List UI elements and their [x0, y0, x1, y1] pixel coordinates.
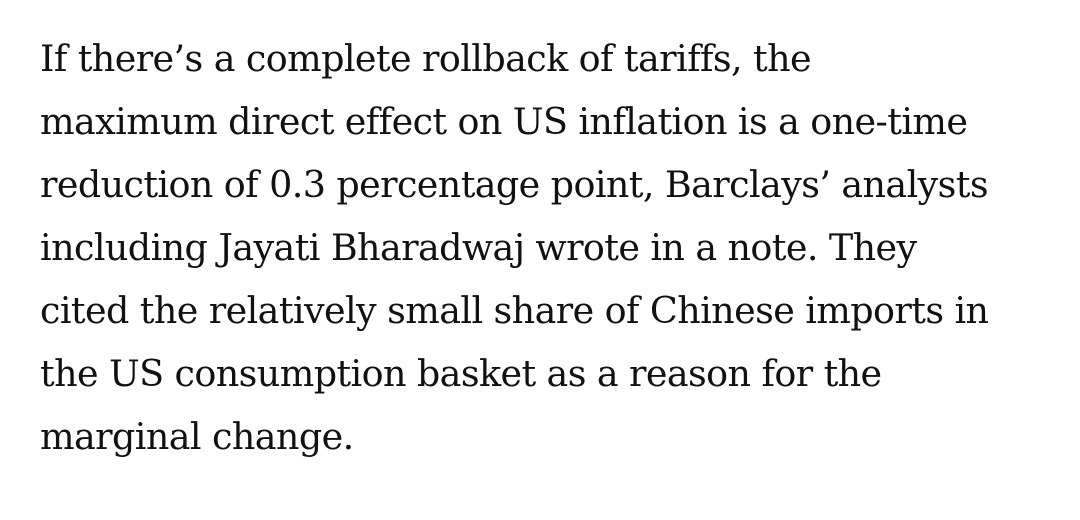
paragraph-line: cited the relatively small share of Chin…: [40, 289, 989, 332]
paragraph-line: maximum direct effect on US inflation is…: [40, 100, 968, 143]
paragraph-line: If there’s a complete rollback of tariff…: [40, 37, 812, 80]
article-paragraph: If there’s a complete rollback of tariff…: [40, 27, 1050, 468]
paragraph-line: reduction of 0.3 percentage point, Barcl…: [40, 163, 989, 206]
article-body: If there’s a complete rollback of tariff…: [40, 27, 1050, 468]
paragraph-line: the US consumption basket as a reason fo…: [40, 352, 882, 395]
paragraph-line: including Jayati Bharadwaj wrote in a no…: [40, 226, 917, 269]
paragraph-line: marginal change.: [40, 415, 354, 458]
